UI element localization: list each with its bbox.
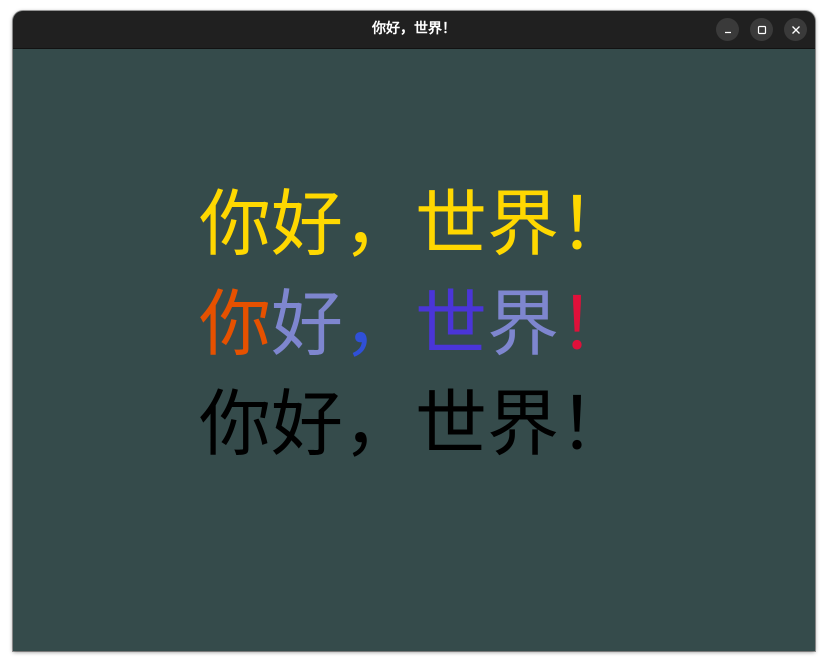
- char: 世: [415, 282, 488, 366]
- char: ，: [343, 282, 416, 366]
- char: ，: [343, 382, 416, 466]
- greeting-line-multicolor: 你好，世界！: [199, 284, 631, 364]
- char: ，: [343, 182, 416, 266]
- maximize-button[interactable]: [750, 18, 773, 41]
- close-button[interactable]: [784, 18, 807, 41]
- minimize-button[interactable]: [716, 18, 739, 41]
- char: 界: [487, 282, 560, 366]
- window-title: 你好，世界！: [372, 21, 456, 37]
- char: 好: [271, 282, 344, 366]
- char: 世: [415, 382, 488, 466]
- char: 界: [487, 382, 560, 466]
- close-icon: [791, 25, 800, 34]
- char: 你: [199, 182, 272, 266]
- canvas-area: 你好，世界！ 你好，世界！ 你好，世界！: [13, 49, 815, 651]
- char: ！: [559, 282, 632, 366]
- char: 你: [199, 282, 272, 366]
- app-window: 你好，世界！ 你好，世界！ 你好，世界！ 你好，世界！: [13, 11, 815, 651]
- char: 世: [415, 182, 488, 266]
- minimize-icon: [724, 31, 731, 33]
- char: ！: [559, 382, 632, 466]
- greeting-line-black: 你好，世界！: [199, 384, 631, 464]
- greeting-line-yellow: 你好，世界！: [199, 184, 631, 264]
- char: 好: [271, 182, 344, 266]
- title-bar[interactable]: 你好，世界！: [13, 11, 815, 49]
- char: 你: [199, 382, 272, 466]
- char: 好: [271, 382, 344, 466]
- char: ！: [559, 182, 632, 266]
- char: 界: [487, 182, 560, 266]
- maximize-icon: [757, 25, 766, 34]
